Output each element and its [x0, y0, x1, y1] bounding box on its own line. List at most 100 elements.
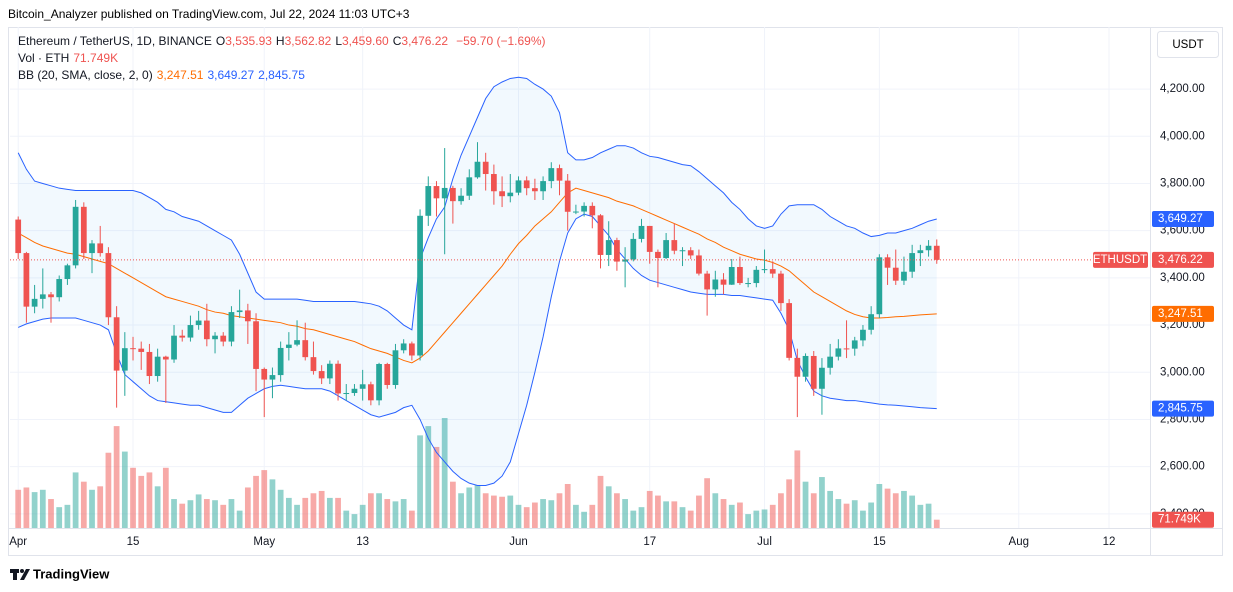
symbol: Ethereum / TetherUS, 1D, BINANCE	[18, 34, 212, 48]
candle-body	[737, 266, 743, 284]
currency-button[interactable]	[1157, 31, 1219, 58]
volume-bar	[212, 500, 218, 528]
ticker-tag: ETHUSDT	[1093, 254, 1147, 266]
volume-bar	[441, 418, 448, 528]
candle-body	[868, 314, 875, 330]
volume-bar	[384, 499, 391, 528]
volume-bar	[655, 495, 661, 528]
candle-body	[64, 265, 71, 280]
volume-bar	[458, 493, 464, 528]
candle-body	[310, 357, 317, 372]
candle-body	[228, 312, 235, 342]
volume-bar	[15, 489, 22, 528]
candle-body	[819, 367, 825, 389]
volume-bar	[39, 489, 46, 528]
volume-bar	[433, 446, 440, 528]
candle-body	[179, 335, 186, 338]
volume-bar	[80, 481, 87, 528]
candle-body	[614, 240, 620, 262]
candle-body	[441, 187, 448, 199]
volume-bar	[671, 501, 678, 528]
volume-bar	[31, 492, 38, 528]
volume-bar	[261, 470, 268, 528]
volume-bar	[376, 493, 382, 528]
currency[interactable]: USDT	[1172, 39, 1203, 51]
candle-body	[827, 356, 834, 368]
volume-bar	[663, 501, 669, 528]
volume-bar	[630, 510, 637, 528]
bb-lower-tag: 2,845.75	[1158, 403, 1203, 415]
x-tick-label: 17	[643, 536, 656, 548]
volume-bar	[335, 497, 341, 528]
volume-bar	[482, 493, 489, 528]
candle-body	[564, 180, 571, 212]
candle-body	[343, 393, 350, 395]
volume-bar	[753, 510, 760, 528]
symbol-legend: Ethereum / TetherUS, 1D, BINANCE O3,535.…	[18, 34, 546, 48]
grid	[10, 27, 1150, 528]
candle-body	[121, 348, 128, 371]
candle-body	[359, 384, 366, 389]
volume-bar	[573, 504, 579, 528]
candle-body	[474, 161, 481, 178]
brand: TradingView	[33, 566, 110, 581]
volume-bar	[171, 499, 177, 528]
candle-body	[367, 384, 374, 401]
candle-body	[335, 363, 341, 394]
ohlc-key: O	[215, 34, 226, 48]
candle-body	[302, 340, 309, 358]
candle-body	[655, 251, 661, 259]
candle-body	[540, 181, 546, 192]
candle-body	[810, 355, 817, 389]
attribution: Bitcoin_Analyzer published on TradingVie…	[8, 7, 410, 21]
volume-bar	[507, 495, 514, 528]
candle-body	[778, 273, 784, 304]
candle-body	[482, 161, 489, 175]
ohlc-key: C	[392, 34, 402, 48]
volume-bar	[778, 493, 784, 528]
candle-body	[466, 177, 473, 196]
volume-bar	[294, 504, 300, 528]
volume-bar	[195, 494, 202, 528]
volume-bar	[302, 497, 309, 528]
volume-bar	[491, 495, 497, 528]
volume-bar	[909, 495, 916, 528]
volume-bar	[367, 493, 374, 528]
candle-body	[23, 253, 30, 307]
bb-middle	[17, 187, 937, 364]
candle-body	[244, 310, 251, 322]
volume-bar	[351, 514, 358, 528]
candle-body	[154, 356, 161, 377]
candle-body	[31, 298, 38, 307]
volume-bar	[687, 510, 694, 528]
candle-body	[277, 347, 284, 376]
candle-body	[622, 259, 628, 262]
candle-body	[515, 180, 522, 193]
ohlc-value: 3,459.60	[342, 34, 389, 48]
volume-bar	[343, 510, 350, 528]
volume-bar	[277, 489, 284, 528]
change: −59.70 (−1.69%)	[456, 34, 546, 48]
candle-body	[671, 240, 678, 251]
candle-body	[507, 192, 514, 197]
volume-bar	[605, 486, 612, 528]
candle-body	[925, 245, 932, 251]
bb-lower-tag-bg	[1152, 400, 1214, 417]
candle-body	[195, 320, 202, 326]
candle-body	[548, 168, 555, 182]
volume-bar	[737, 502, 743, 528]
candle-body	[638, 225, 645, 239]
volume-bar	[326, 497, 333, 528]
candle-body	[753, 269, 760, 284]
candle-body	[499, 191, 505, 197]
volume-bar	[876, 484, 883, 528]
ohlc-value: 3,535.93	[225, 34, 272, 48]
volume-bar	[130, 467, 136, 528]
candle-body	[187, 325, 194, 338]
volume-bar	[236, 510, 243, 528]
volume-bar	[794, 450, 801, 528]
volume-bar	[72, 472, 79, 528]
x-tick-label: Jul	[757, 536, 772, 548]
